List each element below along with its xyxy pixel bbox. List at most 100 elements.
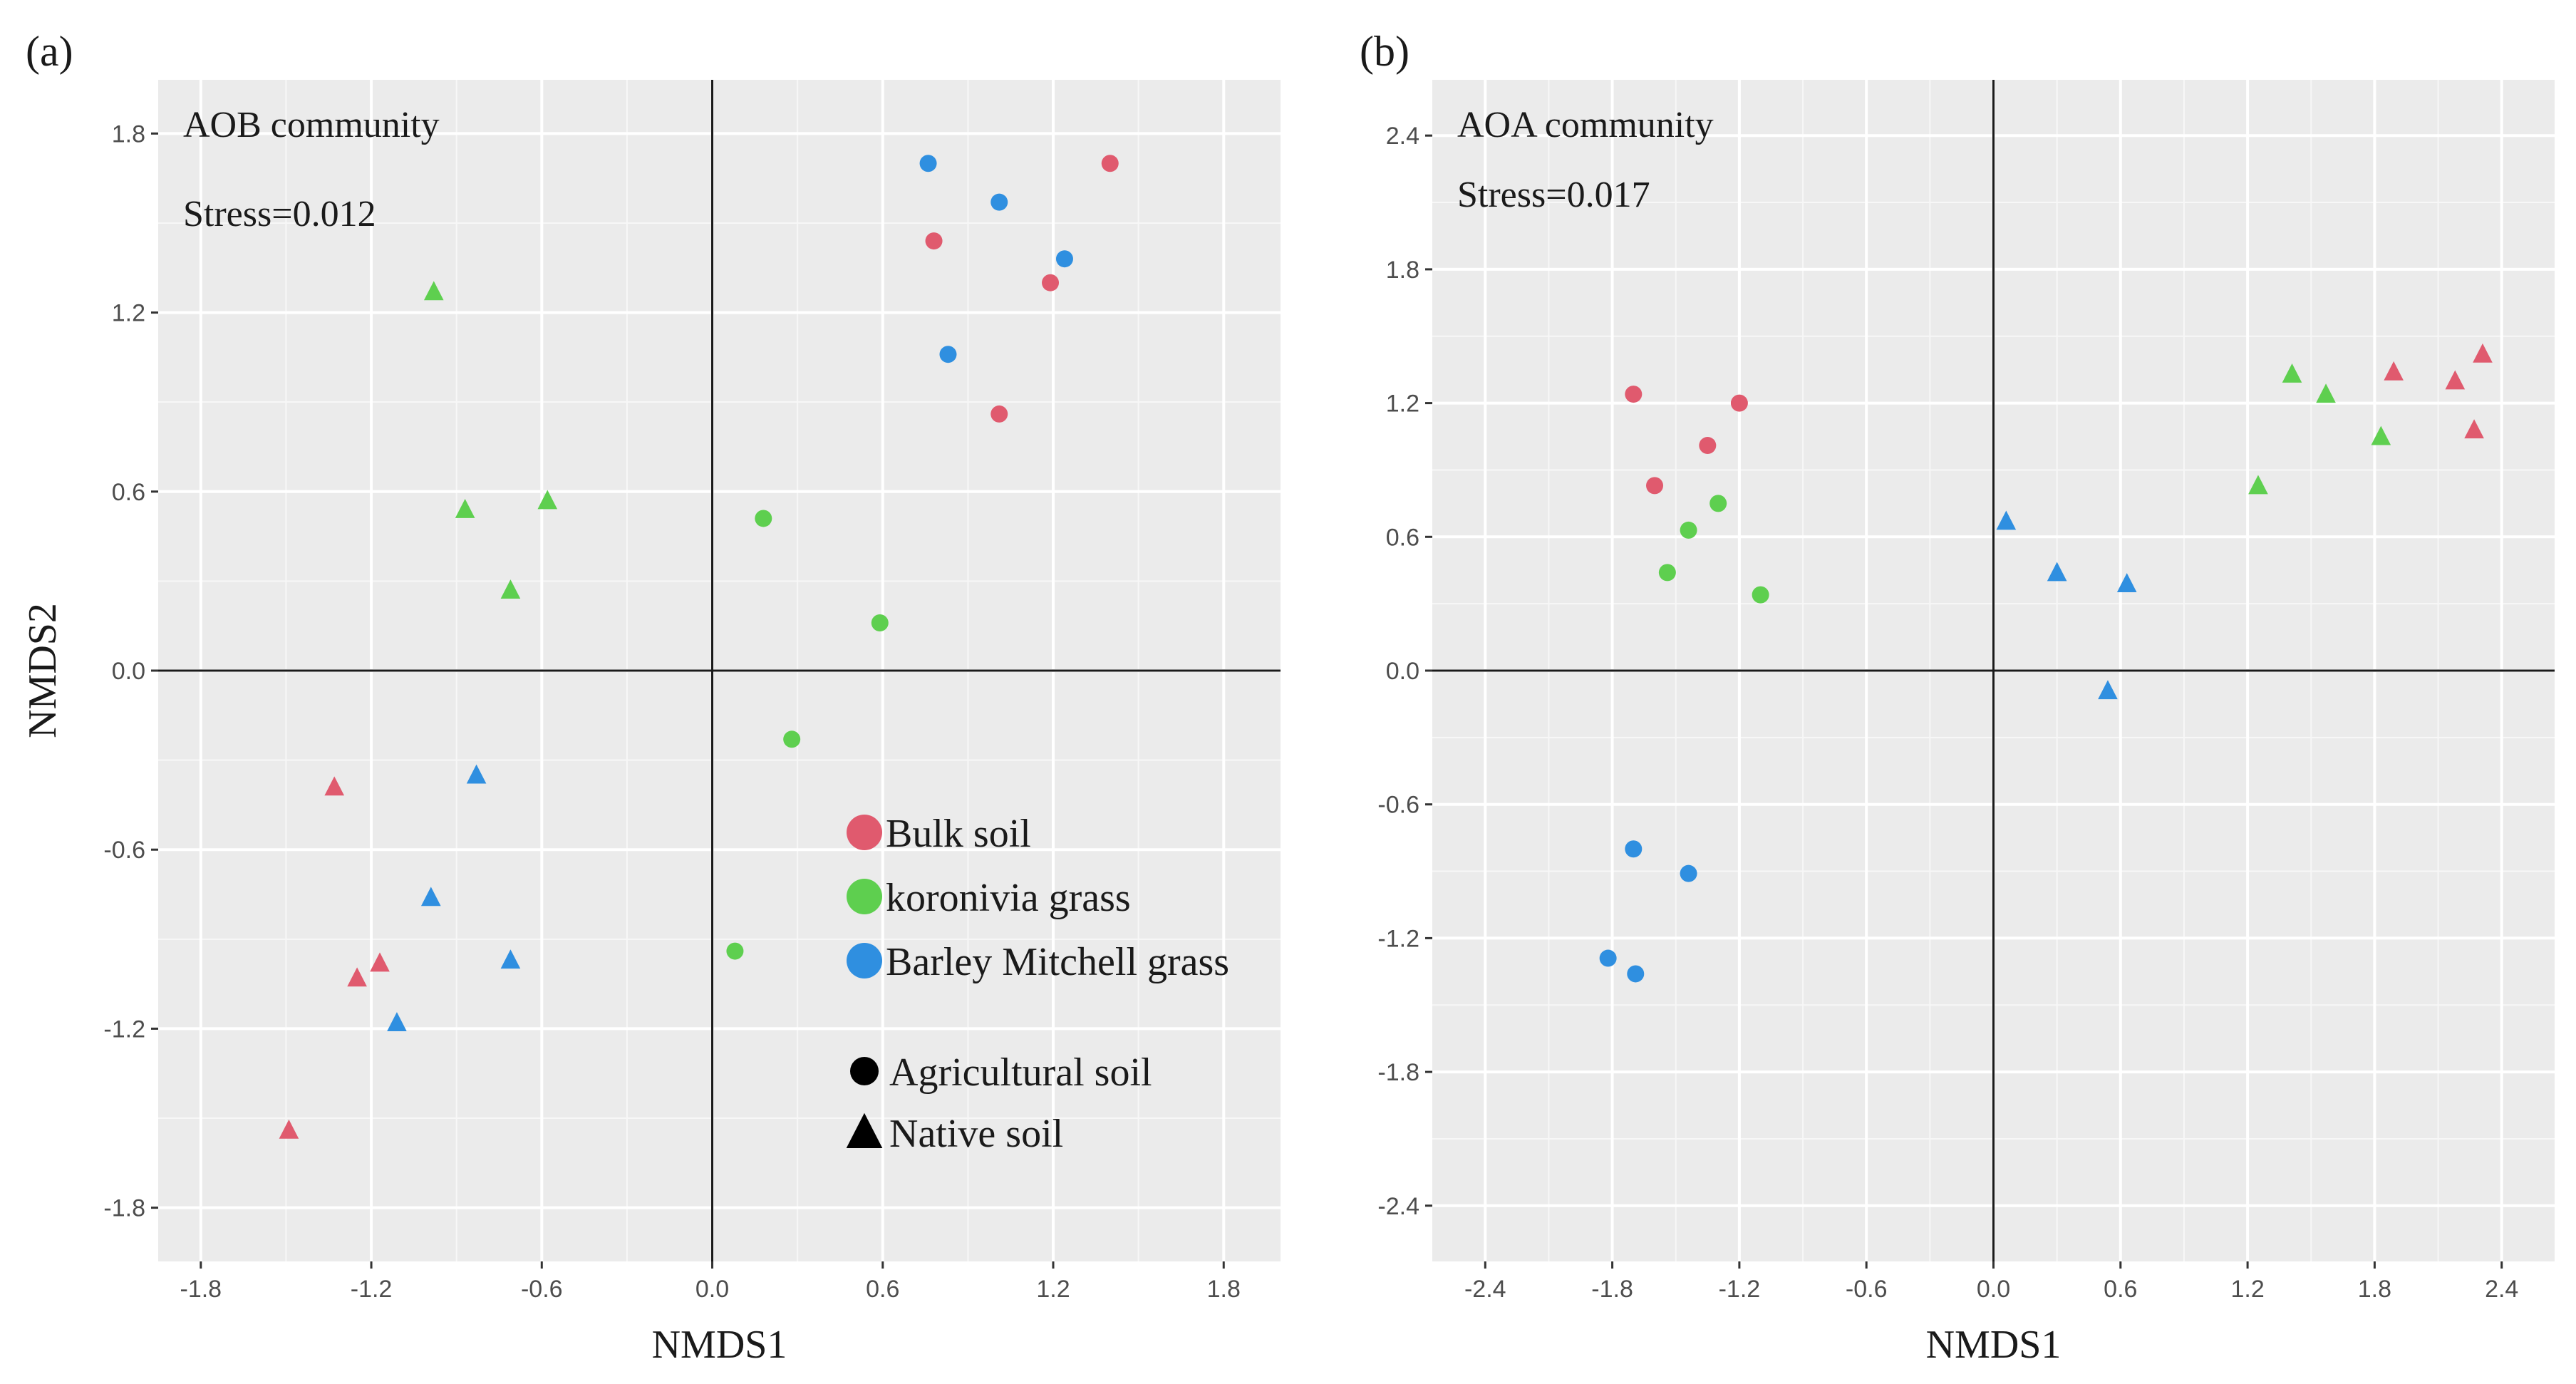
aoa-nmds-plot: -2.4 -1.8 -1.2 -0.6 0.0 0.6 1.2 1.8 2.4 -2.4 -1.8 -… — [1377, 80, 2555, 1367]
panel-b-label: (b) — [1360, 28, 1409, 75]
data-point — [2282, 363, 2302, 383]
data-point — [990, 405, 1008, 423]
data-point — [726, 942, 744, 960]
x-tick-label: -0.6 — [1846, 1276, 1888, 1303]
legend-color-key — [847, 815, 882, 850]
data-point — [500, 949, 521, 969]
x-tick-label: 0.0 — [1977, 1276, 2010, 1303]
x-tick-label: 0.6 — [2104, 1276, 2137, 1303]
data-point — [925, 232, 943, 250]
y-tick-label: -1.2 — [1377, 925, 1419, 952]
data-point — [2464, 419, 2484, 439]
data-point — [2473, 343, 2493, 363]
stress-annotation: Stress=0.017 — [1457, 175, 1650, 215]
data-point — [1055, 250, 1073, 268]
y-tick-label: -1.8 — [1377, 1059, 1419, 1086]
data-point — [1042, 274, 1060, 291]
y-tick-label: 0.0 — [1386, 658, 1419, 685]
legend-shape-key — [846, 1112, 883, 1148]
x-tick-label: 1.8 — [1207, 1276, 1241, 1303]
data-point — [755, 510, 772, 527]
data-point — [939, 346, 957, 363]
x-tick-label: -0.6 — [521, 1276, 563, 1303]
y-tick-label: -2.4 — [1377, 1193, 1419, 1220]
data-point — [2371, 425, 2391, 445]
data-point — [1996, 510, 2017, 530]
x-tick-label: -1.2 — [1719, 1276, 1761, 1303]
data-point — [387, 1012, 407, 1032]
y-tick-label: -1.8 — [103, 1195, 145, 1222]
x-axis-title: NMDS1 — [1926, 1323, 2062, 1367]
y-tick-label: 1.8 — [112, 120, 145, 148]
data-point — [1699, 437, 1717, 455]
y-axis-title: NMDS2 — [21, 603, 65, 738]
data-point — [370, 952, 390, 972]
y-tick-label: 0.0 — [112, 658, 145, 685]
data-point — [537, 490, 558, 510]
legend-shape-key — [850, 1057, 879, 1085]
y-tick-label: 0.6 — [1386, 524, 1419, 551]
x-tick-label: -1.8 — [1591, 1276, 1633, 1303]
x-tick-label: 0.0 — [695, 1276, 729, 1303]
data-point — [324, 776, 345, 796]
data-point — [1680, 864, 1697, 882]
y-tick-label: 1.2 — [1386, 391, 1419, 418]
data-point — [500, 579, 521, 599]
data-point — [279, 1119, 299, 1139]
panel-a-label: (a) — [26, 28, 73, 75]
x-tick-label: 0.6 — [866, 1276, 899, 1303]
legend-label: Agricultural soil — [889, 1050, 1152, 1095]
legend-label: Barley Mitchell grass — [886, 940, 1229, 984]
stress-annotation: Stress=0.012 — [183, 194, 376, 234]
y-tick-label: -1.2 — [103, 1016, 145, 1043]
legend-label: koronivia grass — [886, 876, 1131, 920]
x-axis-title: NMDS1 — [652, 1323, 787, 1367]
plot-annotation-title: AOB community — [183, 105, 440, 145]
data-point — [1646, 477, 1664, 495]
x-tick-label: 1.2 — [1036, 1276, 1070, 1303]
data-point — [2248, 475, 2268, 495]
data-point — [1625, 840, 1643, 858]
data-point — [1627, 965, 1645, 983]
y-tick-label: 1.2 — [112, 300, 145, 327]
data-point — [1599, 949, 1617, 967]
data-point — [990, 193, 1008, 211]
data-point — [2445, 370, 2466, 390]
x-tick-label: -1.8 — [180, 1276, 222, 1303]
data-point — [1709, 495, 1727, 512]
data-point — [455, 499, 475, 518]
x-tick-label: -1.2 — [351, 1276, 393, 1303]
data-point — [2098, 680, 2118, 700]
x-tick-label: -2.4 — [1464, 1276, 1506, 1303]
data-point — [2316, 383, 2336, 403]
data-point — [347, 967, 367, 987]
data-point — [1658, 564, 1676, 582]
y-tick-label: 2.4 — [1386, 123, 1419, 150]
data-point — [2116, 573, 2137, 592]
data-point — [2384, 361, 2404, 381]
legend-label: Bulk soil — [886, 812, 1031, 856]
data-point — [466, 764, 487, 784]
y-tick-label: -0.6 — [103, 837, 145, 864]
aob-nmds-plot: -1.8 -1.2 -0.6 0.0 0.6 1.2 1.8 -1.8 -1.2 -0.6 0.0 0… — [21, 80, 1281, 1367]
data-point — [1730, 394, 1748, 412]
y-tick-label: 0.6 — [112, 479, 145, 506]
plot-annotation-title: AOA community — [1457, 105, 1714, 145]
x-tick-label: 2.4 — [2485, 1276, 2518, 1303]
legend-color-key — [847, 943, 882, 978]
data-point — [2047, 562, 2067, 582]
legend-color-key — [847, 879, 882, 914]
data-point — [783, 730, 801, 748]
data-point — [423, 281, 444, 301]
data-point — [1680, 521, 1697, 539]
data-point — [420, 887, 441, 907]
y-tick-label: 1.8 — [1386, 257, 1419, 284]
data-point — [1625, 386, 1643, 403]
y-tick-label: -0.6 — [1377, 792, 1419, 819]
data-point — [1752, 586, 1769, 604]
x-tick-label: 1.8 — [2358, 1276, 2391, 1303]
x-tick-label: 1.2 — [2230, 1276, 2264, 1303]
legend-label: Native soil — [889, 1112, 1063, 1156]
data-point — [1101, 155, 1119, 172]
